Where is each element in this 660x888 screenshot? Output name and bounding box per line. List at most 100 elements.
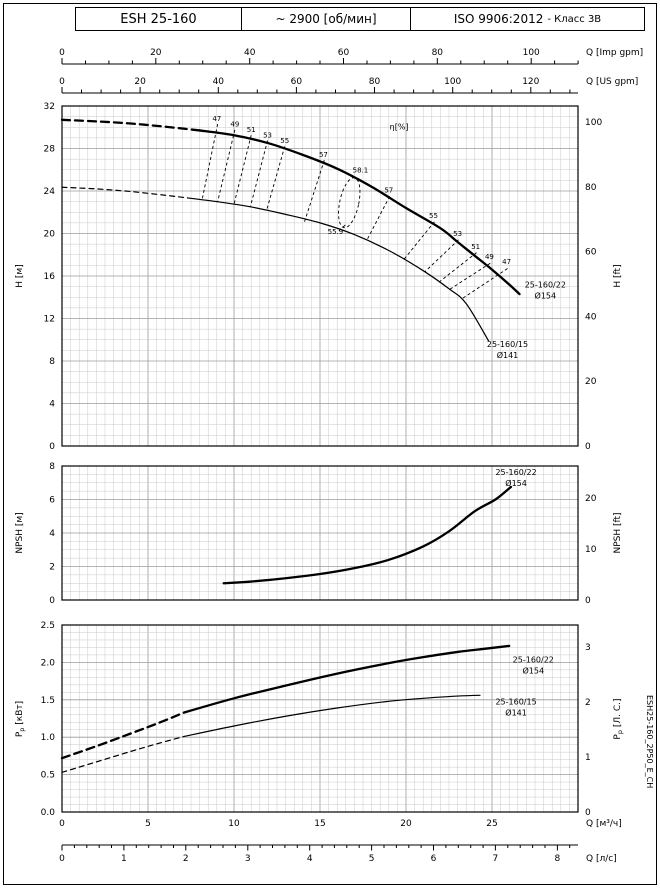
efficiency-label: 55 — [280, 137, 289, 145]
efficiency-iso-line — [403, 221, 435, 260]
xtick-m3h: 10 — [228, 819, 240, 829]
ytick-left: 2 — [49, 563, 55, 573]
standard-class-label: - Класс 3В — [547, 13, 602, 25]
efficiency-iso-line — [266, 146, 286, 211]
curve-25-160-22-154-extrapolated — [60, 118, 201, 132]
ytick-right: 0 — [585, 596, 591, 606]
axis-title: H [м] — [15, 264, 25, 287]
xtick-top: 20 — [134, 77, 146, 87]
xtick-top: 120 — [522, 77, 539, 87]
xtick-m3h: 0 — [59, 819, 65, 829]
xtick-top: 60 — [338, 48, 350, 58]
xtick-ls: 3 — [245, 854, 251, 864]
axis-title: Pp [кВт] — [15, 701, 26, 737]
axis-unit: Q [US gpm] — [586, 77, 638, 87]
xtick-top: 40 — [213, 77, 225, 87]
axis-unit: Q [л/с] — [586, 854, 617, 864]
efficiency-label: 57 — [384, 187, 393, 195]
curve-name-label: 25-160/22 Ø154 — [525, 281, 566, 301]
efficiency-iso-line — [424, 239, 459, 273]
xtick-top: 100 — [444, 77, 461, 87]
xtick-ls: 0 — [59, 854, 65, 864]
efficiency-label: 55.9 — [328, 228, 344, 236]
xtick-m3h: 25 — [486, 819, 497, 829]
curve-25-160-22-154 — [182, 644, 511, 714]
power-chart: 0.0 0.5 1.0 1.5 2.0 2.5 0 1 2 3 25-160/22 Ø154 25-16… — [15, 621, 624, 818]
npsh-chart: 0 2 4 6 8 0 10 20 25-160/22 Ø154 NPSH [м] NPSH [ft] — [15, 462, 623, 606]
efficiency-iso-line — [217, 129, 236, 202]
xtick-top: 20 — [150, 48, 162, 58]
efficiency-iso-loop — [338, 177, 361, 229]
axis-unit: Q [Imp gpm] — [586, 48, 643, 58]
xtick-top: 80 — [432, 48, 444, 58]
axis-title: NPSH [ft] — [613, 512, 623, 553]
ytick-left: 1.5 — [41, 696, 55, 706]
curve-25-160-15-141-extrapolated — [61, 186, 189, 199]
efficiency-label: 57 — [319, 151, 328, 159]
xtick-top: 0 — [59, 77, 65, 87]
curve-25-160-22-154-extrapolated — [60, 711, 186, 760]
efficiency-iso-line — [366, 196, 391, 242]
ytick-left: 0 — [49, 596, 55, 606]
curve-name-label: 25-160/15 Ø141 — [487, 340, 528, 360]
ytick-right: 3 — [585, 643, 591, 653]
ytick-left: 1.0 — [41, 733, 56, 743]
ytick-left: 20 — [44, 230, 56, 240]
xtick-m3h: 20 — [400, 819, 412, 829]
ytick-left: 6 — [49, 496, 55, 506]
ytick-left: 32 — [44, 102, 55, 112]
chart-border — [61, 624, 579, 813]
ytick-left: 0.5 — [41, 771, 55, 781]
xtick-m3h: 5 — [145, 819, 151, 829]
ytick-right: 0 — [585, 808, 591, 818]
chart-border — [61, 105, 579, 447]
head-capacity-chart: 0 4 8 12 16 20 24 28 32 0 20 40 60 80 100 47 49 51 53 55 57 5… — [15, 102, 623, 452]
ytick-left: 2.5 — [41, 621, 55, 631]
standard: ISO 9906:2012 - Класс 3В — [411, 8, 644, 30]
axis-title: Pp [Л. С.] — [613, 698, 624, 739]
xtick-ls: 2 — [183, 854, 189, 864]
curve-name-label: 25-160/22 Ø154 — [495, 468, 536, 488]
efficiency-iso-line — [460, 268, 508, 300]
efficiency-label: 49 — [230, 121, 239, 129]
xtick-ls: 8 — [555, 854, 561, 864]
efficiency-iso-line — [249, 140, 268, 208]
axis-title: NPSH [м] — [15, 512, 25, 553]
efficiency-iso-line — [201, 123, 219, 200]
xtick-ls: 4 — [307, 854, 313, 864]
efficiency-label: η[%] — [390, 122, 409, 131]
ytick-right: 20 — [585, 494, 597, 504]
curve-name-label: 25-160/22 Ø154 — [513, 655, 554, 675]
efficiency-label: 53 — [453, 230, 462, 238]
chart-border — [61, 465, 579, 601]
efficiency-label: 53 — [263, 131, 272, 139]
curve-25-160-22-154 — [198, 129, 521, 296]
drawing-code-vertical: ESH25-160_2P50_E_CH — [645, 695, 654, 788]
pump-model: ESH 25-160 — [76, 8, 241, 30]
ytick-right: 0 — [585, 442, 591, 452]
ytick-left: 2.0 — [41, 658, 56, 668]
xtick-ls: 6 — [431, 854, 437, 864]
ytick-right: 80 — [585, 183, 597, 193]
ytick-left: 4 — [49, 400, 55, 410]
ytick-right: 2 — [585, 698, 591, 708]
pump-model-label: ESH 25-160 — [120, 11, 197, 27]
curve-25-160-22-154 — [222, 485, 513, 585]
curve-25-160-15-141 — [183, 694, 481, 738]
ytick-left: 28 — [44, 145, 56, 155]
efficiency-label: 51 — [247, 126, 256, 134]
xtick-top: 100 — [523, 48, 540, 58]
efficiency-label: 58.1 — [353, 166, 369, 174]
xtick-top: 80 — [369, 77, 381, 87]
ytick-left: 12 — [44, 315, 55, 325]
pump-speed-label: ~ 2900 [об/мин] — [275, 12, 377, 26]
efficiency-label: 49 — [485, 253, 494, 261]
ytick-right: 1 — [585, 753, 591, 763]
xtick-ls: 1 — [121, 854, 127, 864]
xtick-top: 60 — [291, 77, 303, 87]
ytick-left: 24 — [44, 187, 56, 197]
xtick-ls: 5 — [369, 854, 375, 864]
standard-label: ISO 9906:2012 — [453, 12, 544, 26]
xtick-top: 40 — [244, 48, 256, 58]
